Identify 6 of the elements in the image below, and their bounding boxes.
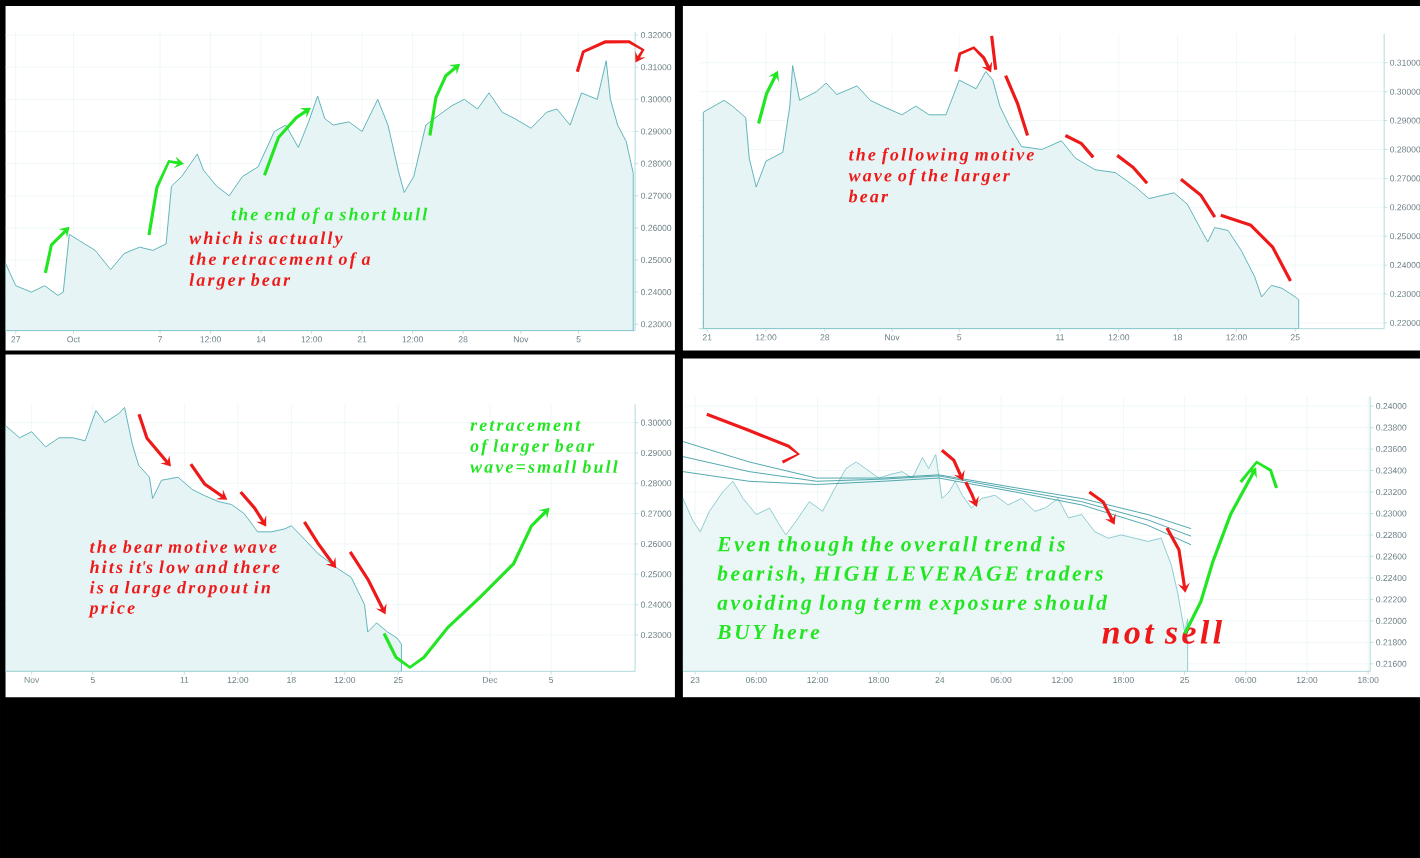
annotation: the end of a short bull xyxy=(231,207,428,224)
annotation: which is actually the retracement of a larger bear xyxy=(189,231,371,290)
annotation: the bear motive wave hits it's low and there is a large dropout in price xyxy=(88,539,280,618)
annotation: not sell xyxy=(1102,619,1223,644)
annotation: retracement of larger bear wave=small bull xyxy=(470,420,618,473)
annotation: the following motive wave of the larger bear xyxy=(848,147,1034,203)
